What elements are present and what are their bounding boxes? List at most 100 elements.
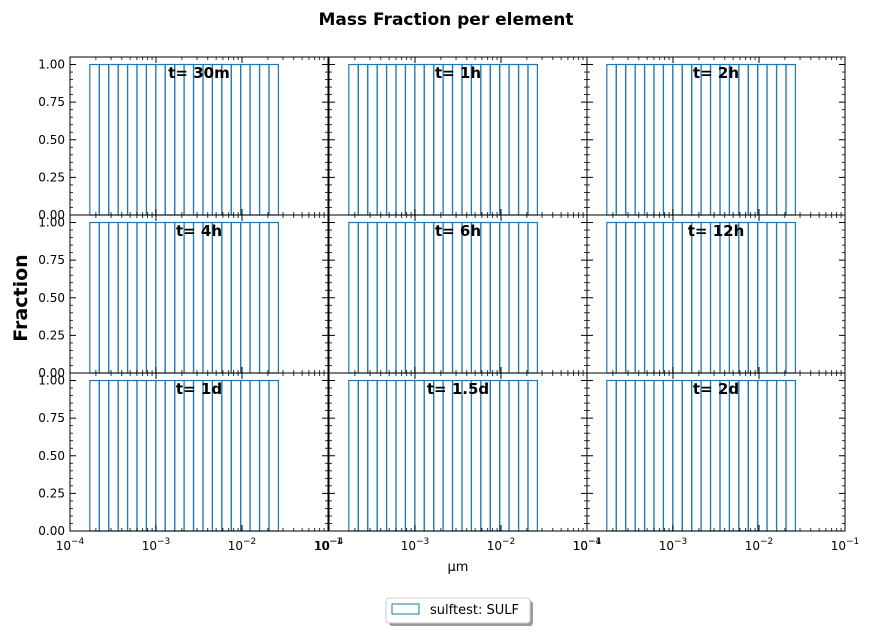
histogram-bar: [719, 221, 731, 374]
x-tick-label: 10−1: [831, 537, 860, 553]
histogram-bar: [747, 379, 759, 532]
histogram-bar: [442, 379, 454, 532]
y-tick-label: 0.00: [38, 524, 65, 538]
histogram-bar: [662, 63, 674, 216]
histogram-bar: [517, 379, 529, 532]
legend-frame: [385, 597, 531, 624]
histogram-bar: [461, 221, 473, 374]
histogram-bar: [348, 379, 359, 532]
histogram-bar: [489, 379, 501, 532]
histogram-bar: [527, 379, 538, 532]
histogram-bar: [126, 221, 138, 374]
histogram-bar: [634, 379, 646, 532]
histogram-bar: [357, 63, 369, 216]
histogram-bar: [145, 63, 157, 216]
histogram-bar: [414, 379, 425, 532]
histogram-bar: [211, 221, 223, 374]
histogram-bar: [164, 63, 176, 216]
histogram-bar: [145, 379, 157, 532]
histogram-bar: [728, 63, 740, 216]
histogram-bar: [367, 379, 378, 532]
histogram-bar: [108, 221, 119, 374]
histogram-bar: [461, 63, 473, 216]
histogram-bar: [192, 379, 204, 532]
histogram-bar: [164, 379, 176, 532]
histogram-bar: [174, 63, 185, 216]
histogram-bar: [489, 63, 501, 216]
histogram-bar: [155, 63, 166, 216]
x-tick-label: 10−4: [573, 537, 602, 553]
histogram-bar: [691, 63, 702, 216]
y-tick-label: 0.25: [38, 328, 65, 342]
y-tick-label: 1.00: [38, 374, 65, 388]
y-tick-label: 0.75: [38, 95, 65, 109]
histogram-bar: [423, 63, 435, 216]
histogram-bar: [615, 63, 627, 216]
histogram-bar: [775, 63, 787, 216]
histogram-bar: [89, 221, 100, 374]
histogram-bar: [681, 221, 693, 374]
histogram-bar: [461, 379, 473, 532]
histogram-bar: [155, 221, 166, 374]
histogram-bar: [126, 63, 138, 216]
histogram-bar: [653, 63, 665, 216]
panel-title: t= 2d: [693, 380, 739, 398]
histogram-bar: [211, 63, 223, 216]
histogram-bar: [240, 221, 251, 374]
histogram-bar: [414, 221, 425, 374]
histogram-bar: [662, 221, 674, 374]
histogram-bar: [700, 63, 712, 216]
histogram-bar: [348, 221, 359, 374]
histogram-bar: [480, 379, 491, 532]
legend-swatch: [391, 603, 420, 615]
histogram-bar: [442, 221, 454, 374]
histogram-bar: [691, 221, 702, 374]
x-tick-label: 10−4: [56, 537, 85, 553]
y-tick-label: 0.75: [38, 253, 65, 267]
histogram-bar: [211, 379, 223, 532]
histogram-bar: [709, 221, 721, 374]
histogram-bar: [145, 221, 157, 374]
histogram-bar: [385, 221, 397, 374]
histogram-bar: [709, 379, 721, 532]
histogram-bar: [508, 379, 520, 532]
histogram-bar: [775, 379, 787, 532]
histogram-bar: [117, 221, 129, 374]
panel-title: t= 4h: [176, 222, 222, 240]
y-tick-label: 0.50: [38, 291, 65, 305]
histogram-bar: [221, 221, 232, 374]
x-tick-label: 10−2: [487, 537, 516, 553]
histogram-bar: [662, 379, 674, 532]
histogram-bar: [183, 63, 195, 216]
histogram-bar: [108, 379, 119, 532]
panel-title: t= 6h: [435, 222, 481, 240]
histogram-bar: [527, 221, 538, 374]
histogram-bar: [442, 63, 454, 216]
histogram-bar: [268, 221, 279, 374]
histogram-bar: [470, 221, 482, 374]
histogram-bar: [785, 221, 796, 374]
histogram-bar: [766, 379, 778, 532]
histogram-bar: [423, 221, 435, 374]
histogram-bar: [230, 379, 242, 532]
histogram-bar: [480, 63, 491, 216]
histogram-bar: [98, 379, 110, 532]
histogram-bar: [606, 63, 617, 216]
histogram-bar: [700, 379, 712, 532]
histogram-bar: [385, 379, 397, 532]
histogram-bar: [766, 221, 778, 374]
panel-frame: [69, 372, 329, 532]
panel-title: t= 1h: [435, 64, 481, 82]
histogram-bar: [606, 221, 617, 374]
histogram-bar: [376, 63, 388, 216]
histogram-bar: [404, 221, 416, 374]
histogram-bar: [357, 379, 369, 532]
y-tick-label: 1.00: [38, 216, 65, 230]
histogram-bar: [174, 221, 185, 374]
histogram-bar: [240, 379, 251, 532]
legend[interactable]: sulftest: SULF: [385, 597, 533, 626]
histogram-bar: [221, 379, 232, 532]
histogram-bar: [136, 379, 148, 532]
histogram-bar: [681, 63, 693, 216]
